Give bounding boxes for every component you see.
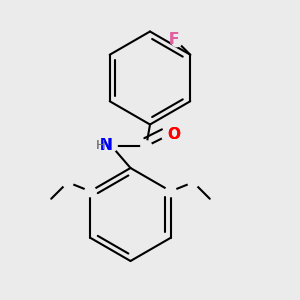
Text: O: O bbox=[167, 127, 180, 142]
Circle shape bbox=[162, 130, 173, 141]
Circle shape bbox=[141, 141, 152, 152]
Text: F: F bbox=[169, 32, 179, 47]
Text: H: H bbox=[96, 139, 105, 152]
Circle shape bbox=[188, 177, 199, 188]
Text: F: F bbox=[169, 32, 179, 47]
Circle shape bbox=[62, 177, 73, 188]
Circle shape bbox=[106, 141, 117, 152]
Text: O: O bbox=[167, 127, 180, 142]
Text: H: H bbox=[96, 139, 105, 152]
Text: N: N bbox=[100, 138, 113, 153]
Circle shape bbox=[165, 186, 176, 197]
Circle shape bbox=[85, 186, 96, 197]
Text: N: N bbox=[100, 138, 113, 153]
Circle shape bbox=[171, 36, 182, 46]
